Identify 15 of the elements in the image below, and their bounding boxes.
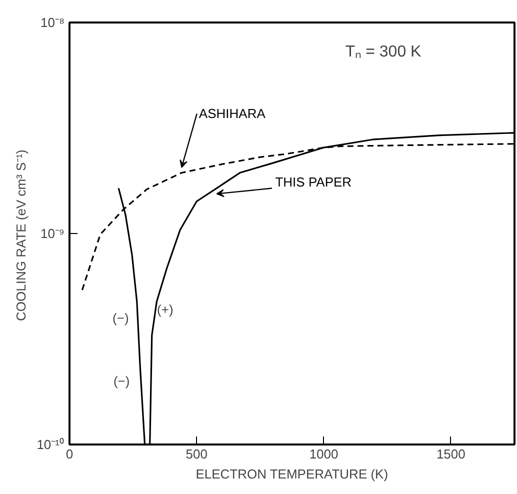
annotation: (+) xyxy=(157,302,174,317)
annotation: (−) xyxy=(113,374,130,389)
annotation: (−) xyxy=(112,310,129,326)
x-tick-label: 0 xyxy=(66,446,74,462)
annotation: Tₙ = 300 K xyxy=(345,44,422,60)
y-tick-label: 10⁻⁸ xyxy=(40,15,65,30)
x-axis-title: ELECTRON TEMPERATURE (K) xyxy=(196,466,388,482)
series-label: THIS PAPER xyxy=(275,174,352,190)
y-axis-title: COOLING RATE (eV cm³ S⁻¹) xyxy=(14,150,29,321)
text: ASHIHARA xyxy=(198,106,266,122)
x-tick-label: 1000 xyxy=(309,446,338,462)
x-tick-label: 1500 xyxy=(436,446,466,462)
x-tick-label: 500 xyxy=(186,446,208,462)
y-tick-label: 10⁻¹⁰ xyxy=(36,437,65,452)
y-tick-label: 10⁻⁹ xyxy=(40,226,65,241)
